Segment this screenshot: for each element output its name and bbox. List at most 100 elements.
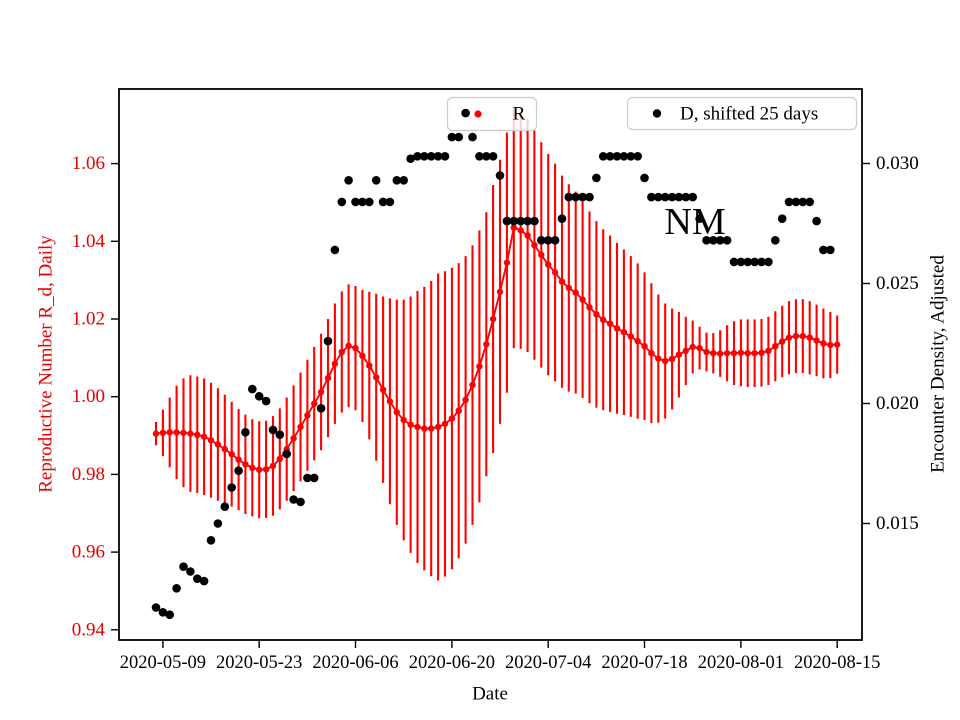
r-point [359,352,366,360]
d-point [309,473,319,483]
d-point [399,176,409,185]
d-point [227,483,236,492]
d-point [619,152,629,161]
d-scatter-points [151,108,835,619]
d-point [626,152,636,161]
r-point [489,315,497,323]
r-point [668,355,676,363]
y-right-tick-label: 0.030 [876,153,919,174]
d-point [495,171,505,180]
r-point [469,381,476,389]
y-left-tick-label: 1.00 [72,386,105,407]
d-point [330,245,340,255]
r-point [476,363,483,370]
x-tick-label: 2020-08-01 [698,653,784,673]
y-right-axis-title: Encounter Density, Adjusted [928,255,949,473]
legend-r: R [446,96,538,132]
x-tick-label: 2020-06-20 [409,653,495,673]
r-point [256,466,263,473]
d-point [605,152,615,161]
r-point [331,360,339,367]
x-tick-label: 2020-08-15 [794,653,880,673]
d-point [523,216,532,226]
r-point [827,341,834,349]
d-point [819,245,828,255]
plot-border [118,88,863,641]
y-left-axis-title: Reproductive Number R_d, Daily [36,235,57,493]
d-point [420,152,429,161]
d-point [764,257,773,267]
r-point [214,441,222,448]
r-errorbar-path [154,107,839,581]
r-point [235,456,242,463]
d-point [564,192,574,202]
d-point [777,214,787,223]
y-left-tick-label: 1.06 [72,153,105,174]
r-point [517,227,524,234]
r-point [407,421,414,428]
d-point [220,502,230,512]
d-point [365,197,374,207]
r-point [441,420,449,428]
r-point [317,388,325,396]
y-left-tick-label: 0.94 [72,619,106,640]
x-axis-title: Date [472,684,508,705]
d-point [275,430,285,440]
r-point [765,347,772,355]
legend-d-marker-icon [652,109,662,118]
d-point [199,576,209,586]
d-point [771,236,780,245]
r-point [675,351,683,358]
r-point [269,462,277,470]
r-point [806,334,813,341]
y-right-ticks: 0.030 0.025 0.020 0.015 [862,153,919,534]
d-point [413,152,422,161]
d-point [461,108,470,118]
d-point [371,176,381,185]
r-point [366,362,373,369]
y-right-tick-label: 0.025 [876,273,919,294]
r-point [434,423,442,431]
d-point [667,192,677,202]
d-point [633,152,642,161]
r-point [524,232,531,239]
x-tick-label: 2020-05-09 [120,653,206,673]
d-point [344,176,353,185]
r-point [600,316,607,323]
r-point [496,288,504,295]
r-point [689,343,696,351]
r-point [613,325,621,332]
d-point [406,154,415,163]
d-point [296,497,305,507]
d-point [571,192,580,202]
r-point [249,464,256,471]
d-point [592,173,601,183]
r-point [352,344,359,352]
r-point [723,350,731,357]
d-point [543,236,553,245]
r-point [428,425,435,432]
r-point [228,451,235,458]
d-point [316,404,326,413]
d-point [323,336,333,346]
r-point [586,304,593,311]
r-point [262,466,270,473]
r-point [297,423,304,431]
x-tick-label: 2020-06-06 [312,653,398,673]
plot-geometry: 1.061.041.021.000.980.960.940.0300.0250.… [72,88,919,673]
d-point [447,132,457,142]
r-point [386,398,394,405]
d-point [709,236,718,245]
d-point [612,152,622,161]
r-point [834,341,841,348]
r-point [710,350,717,357]
r-point [338,348,345,356]
r-point [717,350,724,357]
d-point [826,245,835,255]
r-points [152,224,841,473]
d-point [454,132,464,142]
d-point [715,236,725,245]
r-point [166,429,173,436]
r-point [180,429,187,436]
r-point [648,350,655,357]
